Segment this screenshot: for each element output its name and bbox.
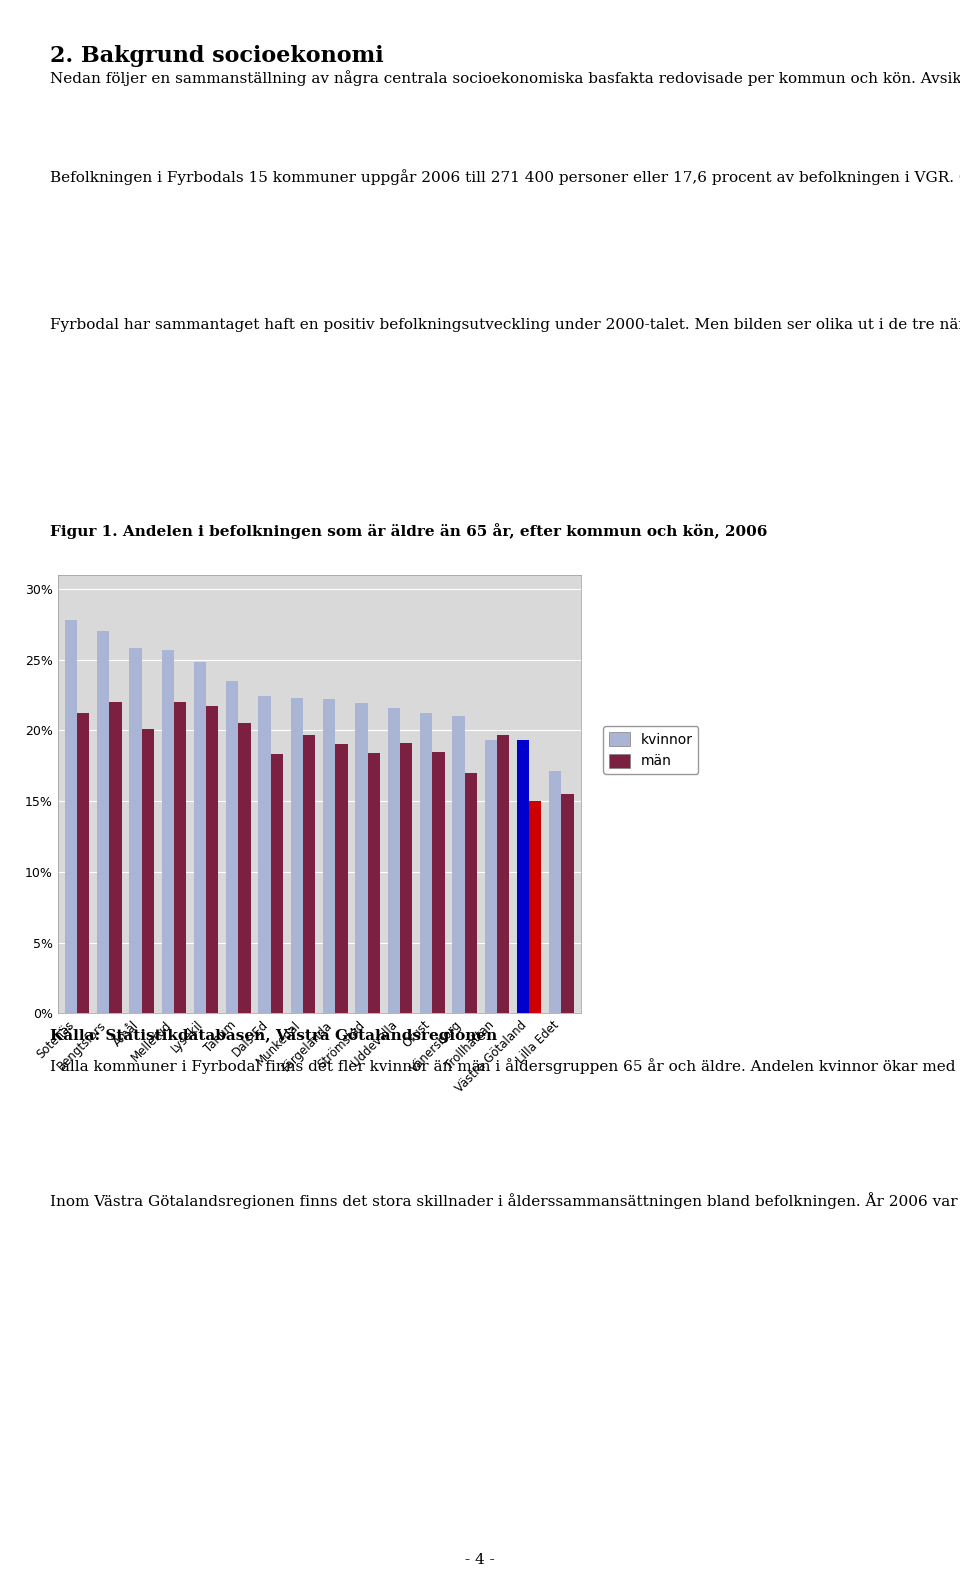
- Text: - 4 -: - 4 -: [466, 1553, 494, 1567]
- Bar: [485, 741, 497, 1013]
- Bar: [109, 702, 122, 1013]
- Bar: [529, 801, 541, 1013]
- Bar: [130, 648, 141, 1013]
- Bar: [324, 699, 335, 1013]
- Bar: [516, 741, 529, 1013]
- Text: Inom Västra Götalandsregionen finns det stora skillnader i ålderssammansättninge: Inom Västra Götalandsregionen finns det …: [50, 1192, 960, 1210]
- Bar: [161, 650, 174, 1013]
- Bar: [238, 723, 251, 1013]
- Bar: [206, 705, 219, 1013]
- Bar: [291, 697, 303, 1013]
- Text: Fyrbodal har sammantaget haft en positiv befolkningsutveckling under 2000-talet.: Fyrbodal har sammantaget haft en positiv…: [50, 316, 960, 332]
- Bar: [368, 753, 380, 1013]
- Bar: [227, 681, 238, 1013]
- Legend: kvinnor, män: kvinnor, män: [604, 726, 699, 774]
- Bar: [388, 707, 400, 1013]
- Bar: [335, 744, 348, 1013]
- Bar: [400, 744, 412, 1013]
- Bar: [64, 619, 77, 1013]
- Text: Figur 1. Andelen i befolkningen som är äldre än 65 år, efter kommun och kön, 200: Figur 1. Andelen i befolkningen som är ä…: [50, 523, 767, 539]
- Text: Befolkningen i Fyrbodals 15 kommuner uppgår 2006 till 271 400 personer eller 17,: Befolkningen i Fyrbodals 15 kommuner upp…: [50, 169, 960, 185]
- Bar: [271, 755, 283, 1013]
- Bar: [194, 662, 206, 1013]
- Bar: [452, 717, 465, 1013]
- Text: 2. Bakgrund socioekonomi: 2. Bakgrund socioekonomi: [50, 45, 384, 67]
- Text: I alla kommuner i Fyrbodal finns det fler kvinnor än män i åldersgruppen 65 år o: I alla kommuner i Fyrbodal finns det fle…: [50, 1058, 960, 1074]
- Bar: [258, 696, 271, 1013]
- Bar: [562, 795, 574, 1013]
- Bar: [420, 713, 432, 1013]
- Bar: [549, 771, 562, 1013]
- Bar: [77, 713, 89, 1013]
- Bar: [355, 704, 368, 1013]
- Bar: [303, 734, 315, 1013]
- Bar: [497, 734, 509, 1013]
- Bar: [432, 752, 444, 1013]
- Bar: [141, 729, 154, 1013]
- Bar: [97, 630, 109, 1013]
- Text: Källa: Statistikdatabasen, Västra Götalandsregionen: Källa: Statistikdatabasen, Västra Götala…: [50, 1028, 497, 1044]
- Text: Nedan följer en sammanställning av några centrala socioekonomiska basfakta redov: Nedan följer en sammanställning av några…: [50, 70, 960, 86]
- Bar: [465, 772, 477, 1013]
- Bar: [174, 702, 186, 1013]
